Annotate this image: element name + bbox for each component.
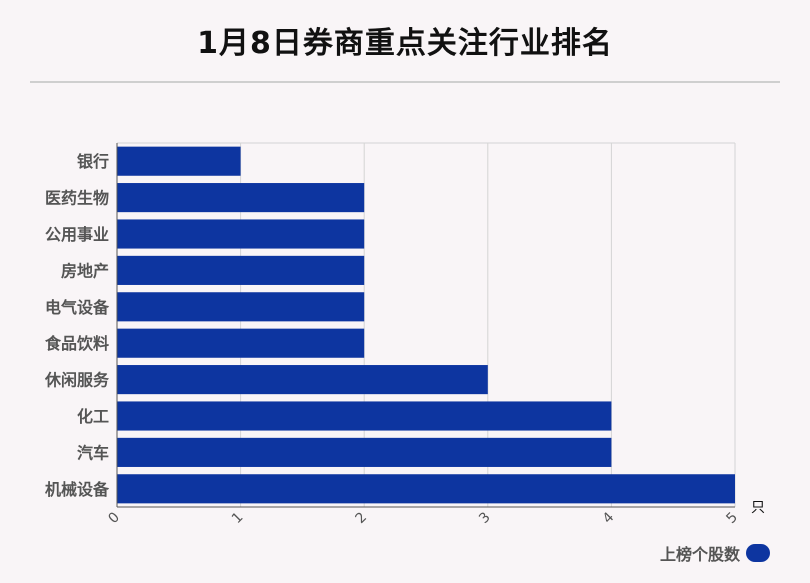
category-label-3: 房地产 xyxy=(61,261,109,280)
bar-7 xyxy=(117,401,612,431)
bar-0 xyxy=(117,146,241,176)
bar-2 xyxy=(117,219,365,249)
bar-9 xyxy=(117,474,735,504)
legend-swatch xyxy=(746,544,770,562)
category-label-2: 公用事业 xyxy=(45,225,109,244)
x-tick-label-3: 3 xyxy=(476,509,494,527)
bar-4 xyxy=(117,292,365,322)
x-tick-label-2: 2 xyxy=(353,509,371,527)
category-label-8: 汽车 xyxy=(77,443,109,462)
x-tick-label-0: 0 xyxy=(105,509,123,527)
legend-label: 上榜个股数 xyxy=(659,545,740,564)
category-label-0: 银行 xyxy=(77,152,109,171)
title-divider xyxy=(30,81,780,83)
category-label-9: 机械设备 xyxy=(45,480,110,499)
category-label-5: 食品饮料 xyxy=(44,334,109,353)
x-tick-label-1: 1 xyxy=(229,509,247,527)
bars xyxy=(117,146,735,504)
bar-5 xyxy=(117,328,365,358)
x-tick-labels: 0 1 2 3 4 5 xyxy=(105,509,741,527)
bar-1 xyxy=(117,183,365,213)
x-unit-label: 只 xyxy=(751,500,765,516)
x-tick-label-5: 5 xyxy=(723,509,741,527)
category-label-7: 化工 xyxy=(77,407,109,426)
legend[interactable]: 上榜个股数 xyxy=(660,541,770,565)
bar-6 xyxy=(117,365,488,395)
bar-3 xyxy=(117,255,365,285)
category-label-4: 电气设备 xyxy=(45,298,110,317)
chart-title: 1月8日券商重点关注行业排名 xyxy=(197,26,613,61)
category-label-1: 医药生物 xyxy=(45,189,109,208)
category-label-6: 休闲服务 xyxy=(44,371,110,390)
bar-8 xyxy=(117,437,612,467)
axes xyxy=(116,143,735,508)
x-tick-label-4: 4 xyxy=(600,509,618,527)
